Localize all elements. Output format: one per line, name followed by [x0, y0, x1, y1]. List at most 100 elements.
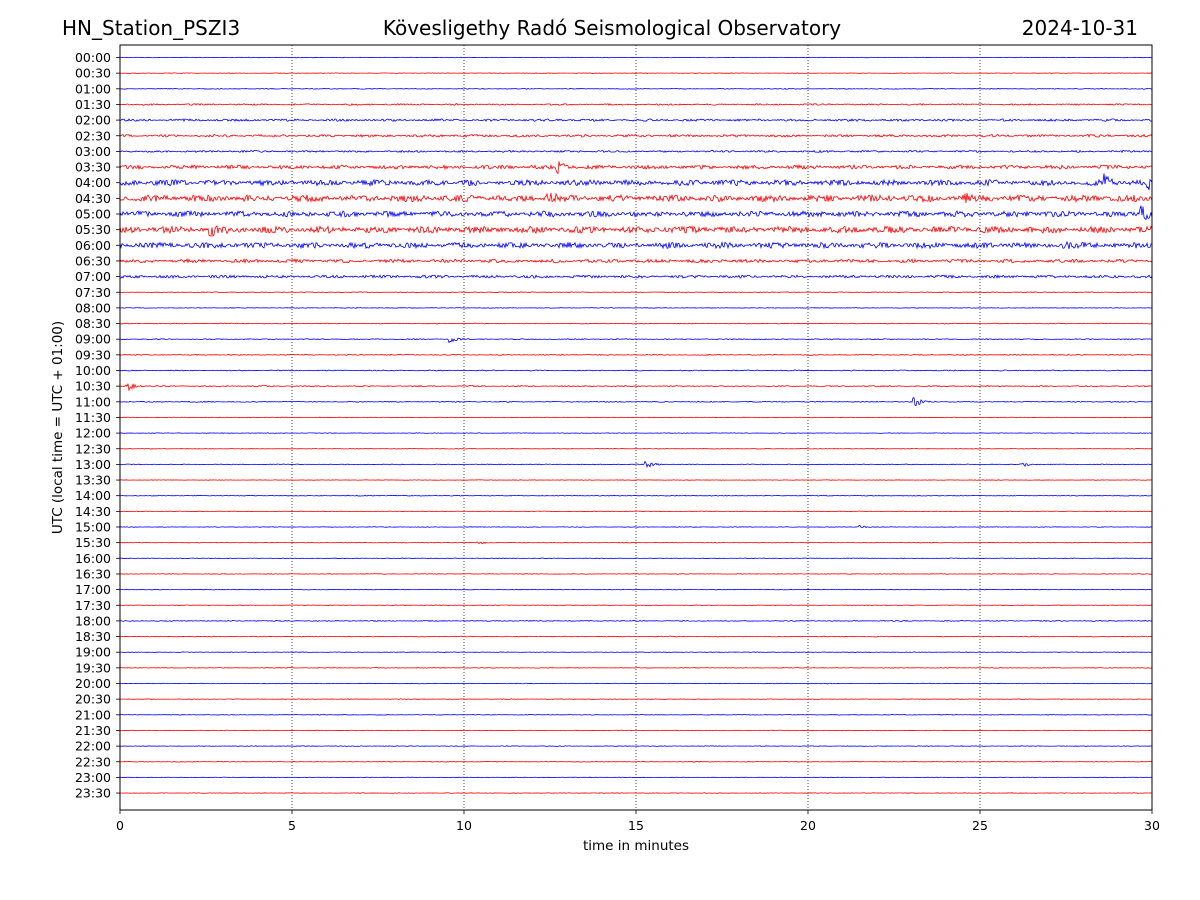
y-tick-label: 12:00	[75, 426, 111, 441]
trace-1030	[119, 383, 1153, 392]
y-tick-label: 12:30	[75, 441, 111, 456]
x-ticks: 0 5 10 15 20 25 30	[116, 810, 1160, 833]
y-tick-label: 10:30	[75, 379, 111, 394]
y-tick-label: 08:00	[75, 300, 111, 315]
trace-0330	[119, 161, 1153, 175]
trace-0930	[119, 353, 1153, 356]
y-tick-label: 18:00	[75, 613, 111, 628]
x-tick-label: 20	[800, 818, 816, 833]
y-tick-label: 10:00	[75, 363, 111, 378]
y-tick-label: 11:30	[75, 410, 111, 425]
trace-1200	[119, 432, 1153, 434]
x-tick-label: 10	[456, 818, 472, 833]
trace-0730	[119, 291, 1153, 294]
trace-0500	[119, 205, 1153, 221]
trace-0230	[119, 133, 1153, 138]
trace-0530	[119, 224, 1153, 238]
y-tick-label: 19:30	[75, 660, 111, 675]
trace-2100	[119, 714, 1153, 716]
y-tick-label: 16:30	[75, 566, 111, 581]
y-tick-label: 07:00	[75, 269, 111, 284]
trace-0600	[119, 240, 1153, 250]
trace-2000	[119, 682, 1153, 685]
y-tick-label: 09:00	[75, 332, 111, 347]
x-tick-label: 15	[628, 818, 644, 833]
y-axis-label: UTC (local time = UTC + 01:00)	[50, 321, 66, 534]
y-tick-label: 05:00	[75, 207, 111, 222]
y-tick-label: 03:00	[75, 144, 111, 159]
y-tick-label: 11:00	[75, 394, 111, 409]
y-tick-label: 13:00	[75, 457, 111, 472]
trace-2130	[119, 729, 1153, 732]
trace-1800	[119, 619, 1153, 622]
date-title: 2024-10-31	[1021, 16, 1138, 40]
trace-1100	[119, 397, 1153, 407]
y-tick-label: 06:00	[75, 238, 111, 253]
y-tick-label: 16:00	[75, 551, 111, 566]
y-tick-label: 01:30	[75, 97, 111, 112]
y-tick-label: 17:30	[75, 598, 111, 613]
y-tick-labels: 00:0000:3001:0001:3002:0002:3003:0003:30…	[75, 50, 120, 801]
trace-1600	[119, 557, 1153, 560]
trace-1330	[119, 479, 1153, 481]
y-tick-label: 01:00	[75, 81, 111, 96]
trace-0100	[119, 87, 1153, 90]
y-tick-label: 21:30	[75, 723, 111, 738]
y-tick-label: 02:00	[75, 113, 111, 128]
y-tick-label: 00:30	[75, 66, 111, 81]
y-tick-label: 08:30	[75, 316, 111, 331]
trace-1730	[119, 604, 1153, 606]
trace-1430	[119, 510, 1153, 513]
trace-0700	[119, 274, 1153, 280]
y-tick-label: 19:00	[75, 645, 111, 660]
y-tick-label: 14:00	[75, 488, 111, 503]
x-axis-label: time in minutes	[583, 838, 689, 854]
trace-0630	[119, 257, 1153, 265]
x-tick-label: 30	[1144, 818, 1160, 833]
trace-0000	[119, 56, 1153, 59]
trace-1700	[119, 588, 1153, 591]
trace-1000	[119, 369, 1153, 372]
y-tick-label: 20:30	[75, 692, 111, 707]
trace-0130	[119, 103, 1153, 106]
x-tick-label: 5	[288, 818, 296, 833]
trace-2200	[119, 745, 1152, 747]
y-tick-label: 17:00	[75, 582, 111, 597]
trace-1930	[119, 667, 1153, 669]
trace-0300	[119, 149, 1153, 154]
y-tick-label: 04:30	[75, 191, 111, 206]
trace-1500	[119, 524, 1153, 529]
trace-2230	[119, 761, 1153, 763]
trace-lines	[119, 56, 1153, 794]
trace-1300	[119, 460, 1153, 469]
y-tick-label: 13:30	[75, 473, 111, 488]
x-tick-label: 0	[116, 818, 124, 833]
trace-0900	[119, 337, 1153, 344]
trace-0030	[119, 72, 1153, 74]
trace-0430	[119, 192, 1153, 204]
y-tick-label: 02:30	[75, 128, 111, 143]
y-tick-label: 00:00	[75, 50, 111, 65]
trace-0200	[119, 118, 1153, 123]
trace-2030	[119, 698, 1153, 700]
y-tick-label: 21:00	[75, 707, 111, 722]
y-tick-label: 22:30	[75, 754, 111, 769]
y-tick-label: 03:30	[75, 160, 111, 175]
observatory-title: Kövesligethy Radó Seismological Observat…	[382, 16, 842, 40]
plot-frame	[119, 44, 1153, 811]
y-tick-label: 05:30	[75, 222, 111, 237]
y-tick-label: 06:30	[75, 253, 111, 268]
y-tick-label: 23:30	[75, 786, 111, 801]
y-tick-label: 22:00	[75, 739, 111, 754]
trace-1130	[119, 416, 1153, 419]
y-tick-label: 15:30	[75, 535, 111, 550]
y-tick-label: 23:00	[75, 770, 111, 785]
y-tick-label: 04:00	[75, 175, 111, 190]
trace-1400	[119, 494, 1153, 497]
y-tick-label: 09:30	[75, 347, 111, 362]
y-tick-label: 15:00	[75, 520, 111, 535]
trace-2330	[119, 792, 1153, 794]
trace-0830	[119, 322, 1153, 325]
grid-lines	[291, 45, 981, 810]
